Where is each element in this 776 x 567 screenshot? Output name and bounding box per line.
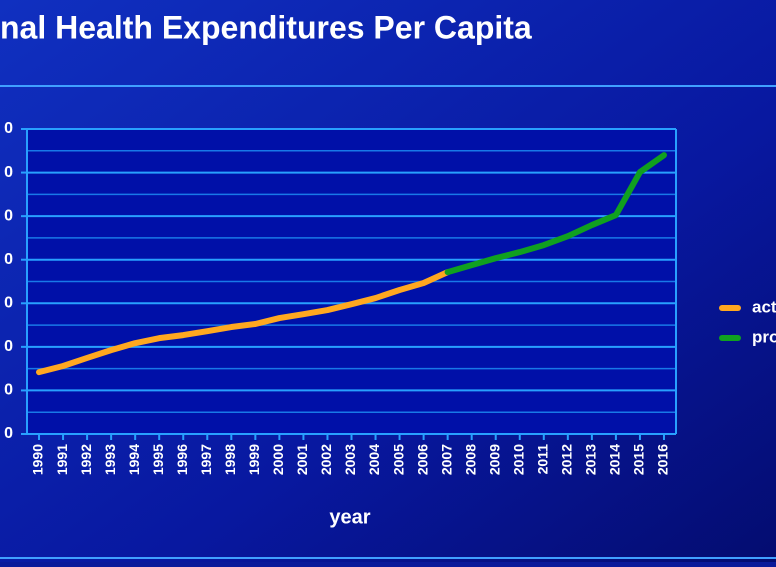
x-tick-label: 1990 — [30, 444, 46, 475]
x-tick-label: 2016 — [655, 444, 671, 475]
x-tick-label: 2005 — [390, 444, 406, 475]
x-tick-label: 2006 — [414, 444, 430, 475]
x-tick-label: 2010 — [510, 444, 526, 475]
legend-label: act — [752, 297, 776, 316]
y-tick-label: 0 — [4, 382, 13, 399]
x-tick-label: 2011 — [534, 444, 550, 475]
y-tick-label: 0 — [4, 338, 13, 355]
x-tick-label: 1997 — [198, 444, 214, 475]
x-tick-label: 2007 — [438, 444, 454, 475]
x-tick-label: 2000 — [270, 444, 286, 475]
series-line — [36, 269, 451, 376]
x-tick-label: 2008 — [462, 444, 478, 475]
chart-title: nal Health Expenditures Per Capita — [0, 9, 532, 45]
legend-label: pro — [752, 327, 776, 346]
x-tick-label: 2014 — [607, 444, 623, 475]
x-tick-label: 1994 — [126, 444, 142, 475]
y-tick-label: 0 — [4, 120, 13, 137]
series-line — [444, 152, 667, 276]
y-tick-label: 0 — [4, 425, 13, 442]
x-tick-label: 2015 — [631, 444, 647, 475]
x-tick-label: 2012 — [559, 444, 575, 475]
x-tick-label: 1991 — [54, 444, 70, 475]
x-tick-label: 2013 — [583, 444, 599, 475]
x-tick-label: 1995 — [150, 444, 166, 475]
y-tick-label: 0 — [4, 207, 13, 224]
x-tick-label: 1996 — [174, 444, 190, 475]
x-tick-label: 1999 — [246, 444, 262, 475]
x-tick-label: 2004 — [366, 444, 382, 475]
x-axis-label: year — [329, 506, 370, 528]
x-tick-label: 2001 — [294, 444, 310, 475]
y-tick-label: 0 — [4, 251, 13, 268]
x-tick-label: 2003 — [342, 444, 358, 475]
x-tick-label: 1992 — [78, 444, 94, 475]
x-tick-label: 2009 — [486, 444, 502, 475]
y-tick-label: 0 — [4, 164, 13, 181]
x-tick-label: 1998 — [222, 444, 238, 475]
y-tick-label: 0 — [4, 295, 13, 312]
x-tick-label: 1993 — [102, 444, 118, 475]
x-tick-label: 2002 — [318, 444, 334, 475]
